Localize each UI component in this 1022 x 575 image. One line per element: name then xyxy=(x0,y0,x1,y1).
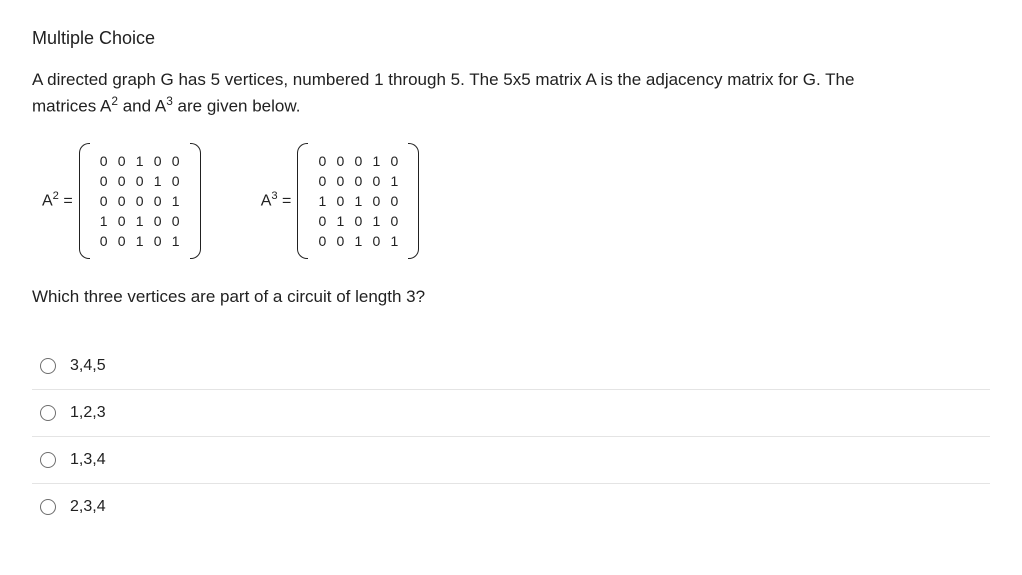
matrices-container: A2 = 0010000010000011010000101 A3 = 0001… xyxy=(42,143,990,259)
matrix-cell: 1 xyxy=(355,233,363,249)
option-label: 1,2,3 xyxy=(70,404,106,422)
sup-3: 3 xyxy=(166,94,173,108)
prompt-line1: A directed graph G has 5 vertices, numbe… xyxy=(32,70,854,89)
matrix-cell: 0 xyxy=(172,153,180,169)
sup-2: 2 xyxy=(111,94,118,108)
matrix-cell: 1 xyxy=(337,213,345,229)
matrix-cell: 0 xyxy=(319,213,327,229)
matrix-a3-label: A3 = xyxy=(261,190,292,210)
matrix-cell: 0 xyxy=(319,233,327,249)
prompt-line2-c: are given below. xyxy=(173,96,301,115)
question-prompt: A directed graph G has 5 vertices, numbe… xyxy=(32,67,990,119)
option-row[interactable]: 1,2,3 xyxy=(32,390,990,437)
matrix-cell: 1 xyxy=(355,193,363,209)
matrix-cell: 0 xyxy=(118,193,126,209)
matrix-cell: 1 xyxy=(391,173,399,189)
matrix-a3-label-a: A xyxy=(261,193,272,210)
options-list: 3,4,5 1,2,3 1,3,4 2,3,4 xyxy=(32,343,990,530)
matrix-cell: 0 xyxy=(118,213,126,229)
matrix-cell: 0 xyxy=(100,193,108,209)
option-label: 3,4,5 xyxy=(70,357,106,375)
matrix-cell: 0 xyxy=(391,213,399,229)
radio-icon xyxy=(40,452,56,468)
matrix-cell: 1 xyxy=(391,233,399,249)
option-row[interactable]: 2,3,4 xyxy=(32,484,990,530)
matrix-cell: 0 xyxy=(154,233,162,249)
matrix-cell: 0 xyxy=(154,213,162,229)
option-label: 1,3,4 xyxy=(70,451,106,469)
matrix-cell: 0 xyxy=(373,193,381,209)
matrix-cell: 0 xyxy=(355,173,363,189)
matrix-cell: 0 xyxy=(136,193,144,209)
matrix-a3-brackets: 0001000001101000101000101 xyxy=(297,143,419,259)
matrix-cell: 0 xyxy=(337,153,345,169)
matrix-cell: 1 xyxy=(136,213,144,229)
matrix-cell: 0 xyxy=(154,153,162,169)
option-row[interactable]: 3,4,5 xyxy=(32,343,990,390)
matrix-cell: 1 xyxy=(136,233,144,249)
prompt-line2-b: and A xyxy=(118,96,166,115)
matrix-cell: 0 xyxy=(355,153,363,169)
matrix-a3-grid: 0001000001101000101000101 xyxy=(313,151,403,251)
matrix-cell: 0 xyxy=(355,213,363,229)
matrix-cell: 1 xyxy=(172,193,180,209)
prompt-line2-a: matrices A xyxy=(32,96,111,115)
question-type-header: Multiple Choice xyxy=(32,28,990,49)
matrix-cell: 0 xyxy=(136,173,144,189)
matrix-a2-label: A2 = xyxy=(42,190,73,210)
matrix-cell: 0 xyxy=(337,173,345,189)
matrix-cell: 1 xyxy=(319,193,327,209)
matrix-a2-label-eq: = xyxy=(59,193,73,210)
matrix-cell: 0 xyxy=(319,173,327,189)
matrix-cell: 0 xyxy=(373,173,381,189)
matrix-cell: 0 xyxy=(373,233,381,249)
matrix-cell: 1 xyxy=(373,153,381,169)
matrix-cell: 0 xyxy=(100,233,108,249)
option-label: 2,3,4 xyxy=(70,498,106,516)
matrix-a2: A2 = 0010000010000011010000101 xyxy=(42,143,201,259)
matrix-a3-label-eq: = xyxy=(278,193,292,210)
matrix-cell: 0 xyxy=(172,213,180,229)
matrix-cell: 0 xyxy=(337,233,345,249)
matrix-cell: 1 xyxy=(172,233,180,249)
matrix-cell: 1 xyxy=(154,173,162,189)
matrix-cell: 0 xyxy=(391,153,399,169)
matrix-cell: 0 xyxy=(118,173,126,189)
matrix-cell: 0 xyxy=(100,153,108,169)
matrix-a2-grid: 0010000010000011010000101 xyxy=(95,151,185,251)
matrix-a2-label-a: A xyxy=(42,193,53,210)
radio-icon xyxy=(40,358,56,374)
matrix-cell: 1 xyxy=(136,153,144,169)
radio-icon xyxy=(40,499,56,515)
matrix-cell: 0 xyxy=(172,173,180,189)
matrix-a3: A3 = 0001000001101000101000101 xyxy=(261,143,420,259)
matrix-cell: 0 xyxy=(319,153,327,169)
matrix-cell: 0 xyxy=(100,173,108,189)
matrix-cell: 1 xyxy=(373,213,381,229)
matrix-cell: 0 xyxy=(154,193,162,209)
matrix-cell: 0 xyxy=(118,233,126,249)
matrix-cell: 1 xyxy=(100,213,108,229)
radio-icon xyxy=(40,405,56,421)
matrix-cell: 0 xyxy=(391,193,399,209)
matrix-a2-brackets: 0010000010000011010000101 xyxy=(79,143,201,259)
sub-question: Which three vertices are part of a circu… xyxy=(32,287,990,307)
matrix-cell: 0 xyxy=(118,153,126,169)
matrix-cell: 0 xyxy=(337,193,345,209)
option-row[interactable]: 1,3,4 xyxy=(32,437,990,484)
